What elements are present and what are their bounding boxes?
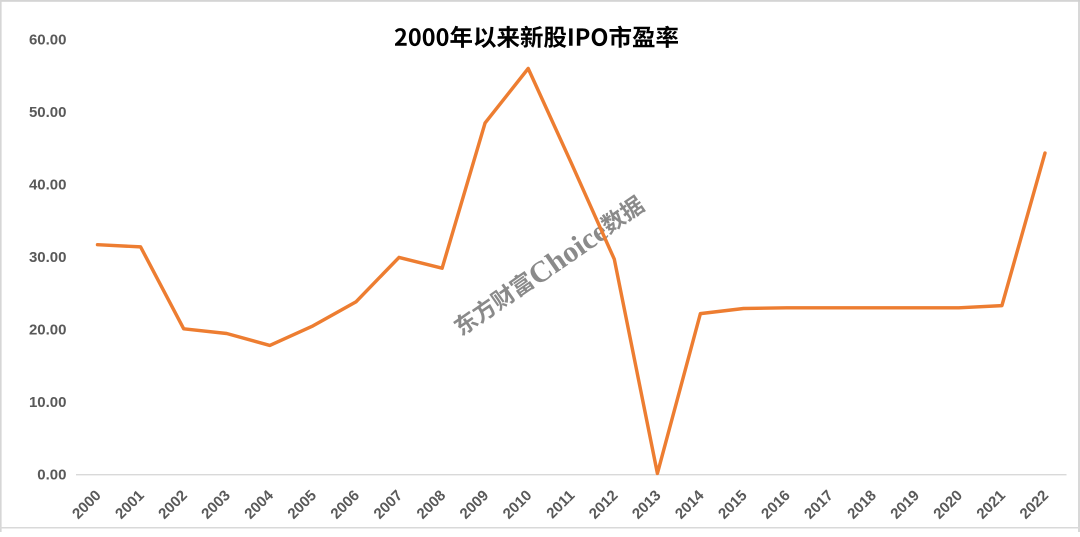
svg-text:0.00: 0.00 [37, 467, 66, 484]
svg-text:30.00: 30.00 [29, 249, 67, 266]
svg-text:60.00: 60.00 [29, 32, 67, 49]
svg-text:10.00: 10.00 [29, 394, 67, 411]
svg-text:40.00: 40.00 [29, 177, 67, 194]
svg-text:20.00: 20.00 [29, 322, 67, 339]
svg-text:50.00: 50.00 [29, 104, 67, 121]
